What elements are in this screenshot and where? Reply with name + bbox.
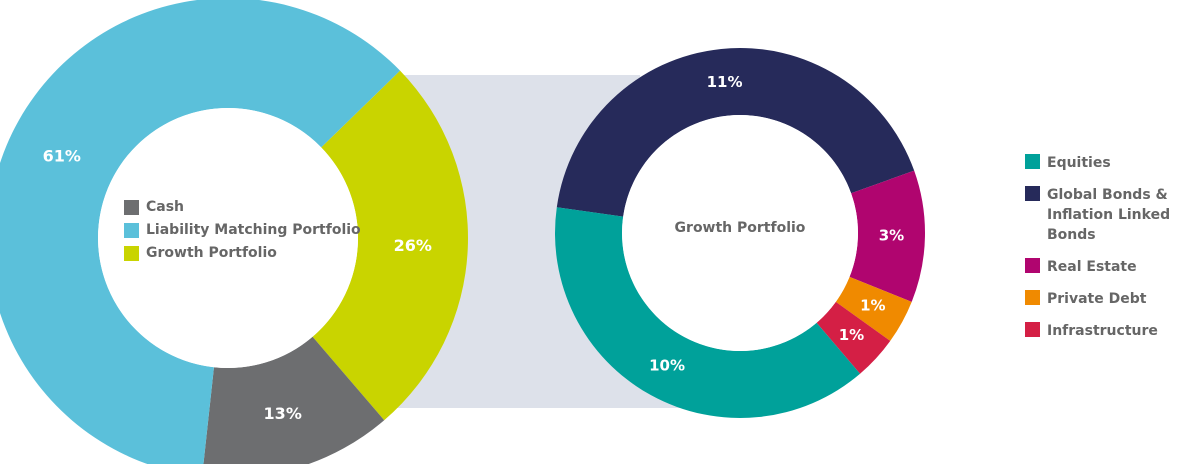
value-label: 1% [860, 296, 885, 314]
donut-segment [555, 207, 861, 418]
donut-segment [0, 0, 401, 464]
donut-segment [835, 276, 912, 341]
donut-segment [816, 301, 891, 374]
donut-segment [312, 70, 469, 421]
value-label: 61% [43, 146, 81, 165]
value-label: 13% [264, 404, 302, 423]
legend-label: Private Debt [1047, 291, 1147, 307]
legend: Cash Liability Matching Portfolio Growth P… [124, 199, 361, 268]
legend-item: Global Bonds & Inflation Linked Bonds [1025, 185, 1175, 245]
center-title: Growth Portfolio [675, 220, 806, 236]
legend-label: Global Bonds & Inflation Linked Bonds [1047, 187, 1171, 243]
donut-segment [203, 336, 385, 464]
value-label: 3% [879, 226, 904, 244]
legend-swatch [124, 200, 139, 215]
value-label: 10% [649, 356, 685, 374]
legend-item: Equities [1025, 153, 1175, 173]
legend-label: Real Estate [1047, 259, 1137, 275]
legend-item: Cash [124, 199, 361, 215]
legend-swatch [1025, 290, 1040, 305]
legend-swatch [1025, 186, 1040, 201]
legend-swatch [1025, 154, 1040, 169]
legend: Equities Global Bonds & Inflation Linked … [1025, 153, 1175, 353]
legend-item: Private Debt [1025, 289, 1175, 309]
legend-label: Infrastructure [1047, 323, 1158, 339]
donut-hole [98, 108, 358, 368]
donut-hole [622, 115, 858, 351]
legend-swatch [124, 246, 139, 261]
value-label: 26% [394, 236, 432, 255]
legend-item: Liability Matching Portfolio [124, 222, 361, 238]
legend-label: Equities [1047, 155, 1111, 171]
legend-item: Growth Portfolio [124, 245, 361, 261]
value-label: 1% [839, 326, 864, 344]
legend-label: Liability Matching Portfolio [146, 222, 361, 238]
legend-label: Growth Portfolio [146, 245, 277, 261]
donut-segment [556, 48, 915, 217]
legend-swatch [124, 223, 139, 238]
legend-swatch [1025, 258, 1040, 273]
value-label: 11% [707, 73, 743, 91]
donut-segment [849, 170, 925, 302]
legend-item: Real Estate [1025, 257, 1175, 277]
legend-label: Cash [146, 199, 185, 215]
legend-swatch [1025, 322, 1040, 337]
legend-item: Infrastructure [1025, 321, 1175, 341]
